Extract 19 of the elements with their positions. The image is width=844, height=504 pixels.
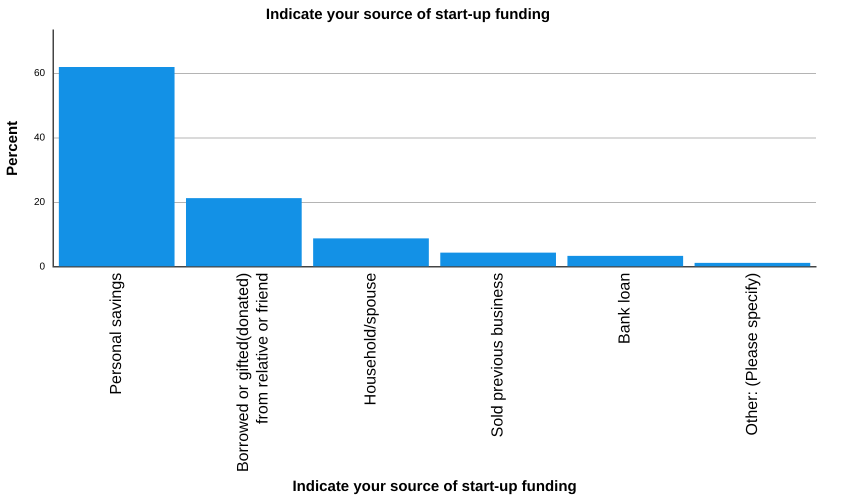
bar [567, 256, 684, 266]
y-tick-label: 20 [34, 197, 46, 208]
y-tick-label: 0 [40, 262, 46, 273]
y-axis-title: Percent [4, 120, 22, 176]
x-tick-label: Other: (Please specify) [744, 272, 761, 436]
x-tick-label: Personal savings [108, 272, 126, 395]
x-tick-label: Household/spouse [362, 272, 380, 406]
bar [694, 262, 810, 266]
x-tick-label: Borrowed or gifted(donated) from relative or friend [235, 272, 272, 472]
bar [58, 67, 175, 266]
x-tick-label: Sold previous business [490, 272, 507, 438]
y-tick-label: 60 [34, 68, 46, 80]
y-tick-label: 40 [34, 132, 46, 144]
chart-title: Indicate your source of start-up funding [266, 6, 550, 24]
bar [186, 198, 302, 266]
x-axis-title: Indicate your source of start-up funding [292, 478, 577, 496]
bar [313, 238, 429, 266]
x-tick-label: Bank loan [616, 272, 634, 344]
bar [440, 252, 556, 266]
